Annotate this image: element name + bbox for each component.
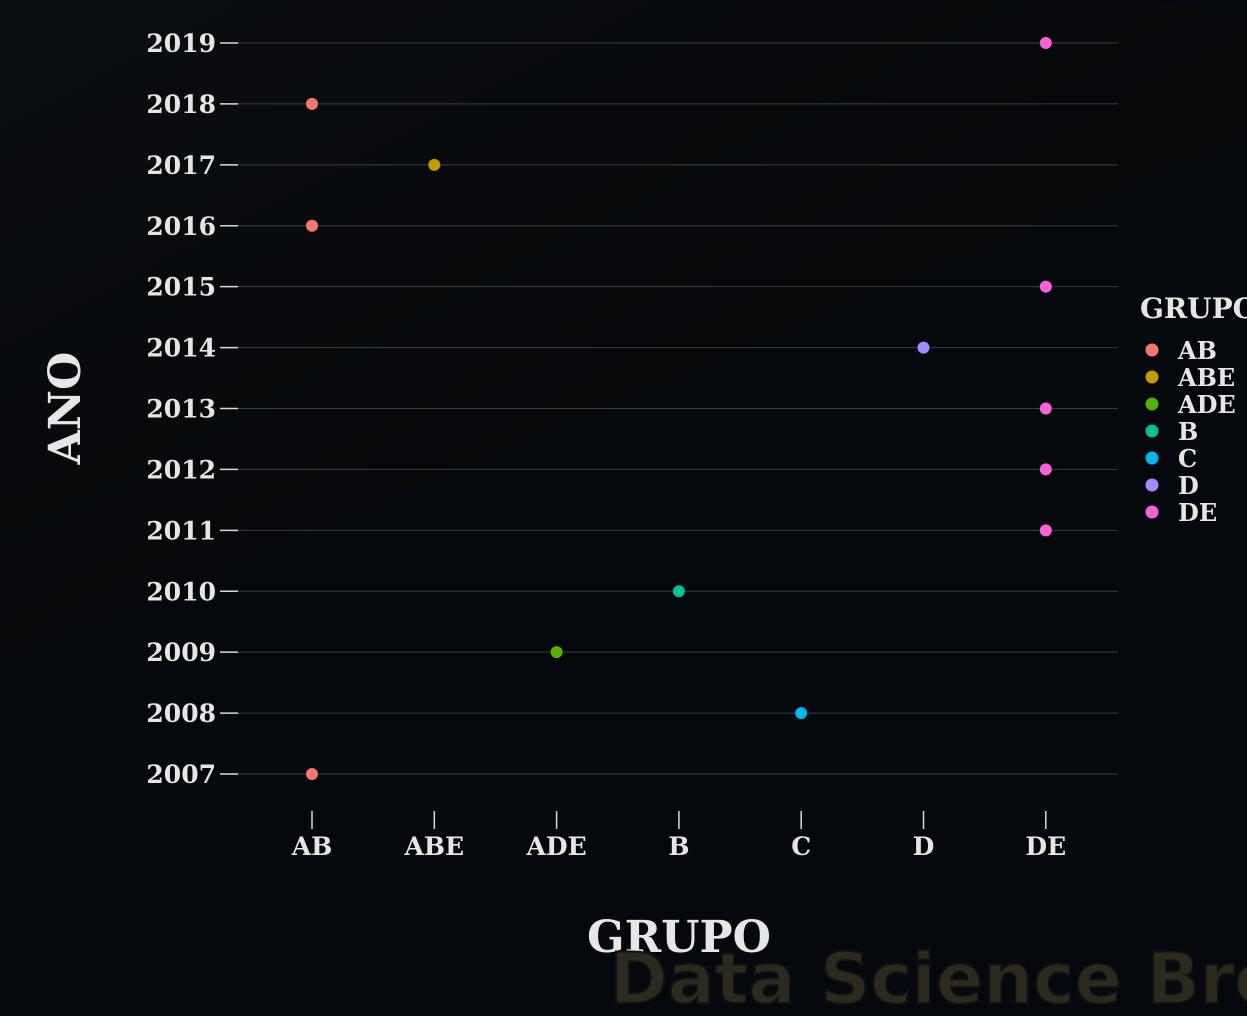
legend-key-B [1145, 424, 1159, 438]
x-tick-label: ADE [526, 832, 587, 861]
gridlines [238, 42, 1118, 775]
legend-label: B [1178, 417, 1198, 446]
data-point-C-2008 [795, 707, 808, 720]
legend-label: C [1178, 444, 1197, 473]
legend-key-DE [1145, 505, 1159, 519]
legend-label: ABE [1177, 363, 1235, 392]
y-tick-label: 2007 [146, 760, 216, 789]
data-point-AB-2007 [306, 768, 318, 780]
data-point-ABE-2017 [428, 158, 441, 171]
legend-label: ADE [1177, 390, 1236, 419]
legend-label: D [1178, 471, 1199, 500]
legend-key-C [1145, 451, 1159, 465]
y-tick-label: 2011 [146, 516, 216, 545]
data-point-DE-2015 [1039, 280, 1052, 293]
watermark-text: Data Science Broon [610, 938, 1247, 1016]
data-point-B-2010 [672, 585, 685, 598]
y-tick-label: 2017 [146, 151, 216, 180]
legend-title: GRUPO [1140, 292, 1247, 325]
data-point-DE-2019 [1039, 37, 1052, 49]
x-tick-label: D [913, 832, 935, 861]
y-tick-label: 2012 [146, 455, 216, 484]
y-tick-label: 2016 [146, 212, 216, 241]
data-point-ADE-2009 [550, 646, 563, 659]
x-tick-label: AB [291, 832, 333, 861]
x-tick-label: DE [1025, 832, 1066, 861]
y-tick-label: 2015 [146, 273, 216, 302]
y-tick-label: 2014 [146, 334, 216, 363]
x-axis-title: GRUPO [587, 912, 771, 963]
y-axis-title: ANO [40, 352, 91, 466]
legend-key-ADE [1145, 397, 1159, 411]
data-point-AB-2018 [306, 97, 318, 110]
x-axis: AB ABE ADE B C D DE [291, 811, 1066, 861]
data-point-DE-2013 [1039, 402, 1052, 415]
legend-label: DE [1178, 498, 1217, 527]
y-axis: 2007 2008 2009 2010 2011 2012 2013 2014 2015 2016… [146, 29, 238, 789]
legend-key-D [1145, 478, 1159, 492]
legend-key-ABE [1145, 370, 1159, 384]
x-tick-label: B [668, 832, 689, 861]
x-tick-label: ABE [404, 832, 465, 861]
data-point-D-2014 [917, 341, 930, 354]
data-point-DE-2012 [1039, 463, 1052, 476]
y-tick-label: 2009 [146, 638, 216, 667]
data-point-AB-2016 [306, 219, 318, 232]
legend-key-AB [1145, 343, 1159, 357]
y-tick-label: 2010 [146, 577, 216, 606]
y-tick-label: 2018 [146, 90, 216, 119]
data-points [306, 37, 1052, 780]
x-tick-label: C [791, 832, 811, 861]
y-tick-label: 2013 [146, 395, 216, 424]
y-tick-label: 2019 [146, 29, 216, 58]
y-tick-label: 2008 [146, 699, 216, 728]
legend-label: AB [1177, 336, 1217, 365]
data-point-DE-2011 [1039, 524, 1052, 537]
